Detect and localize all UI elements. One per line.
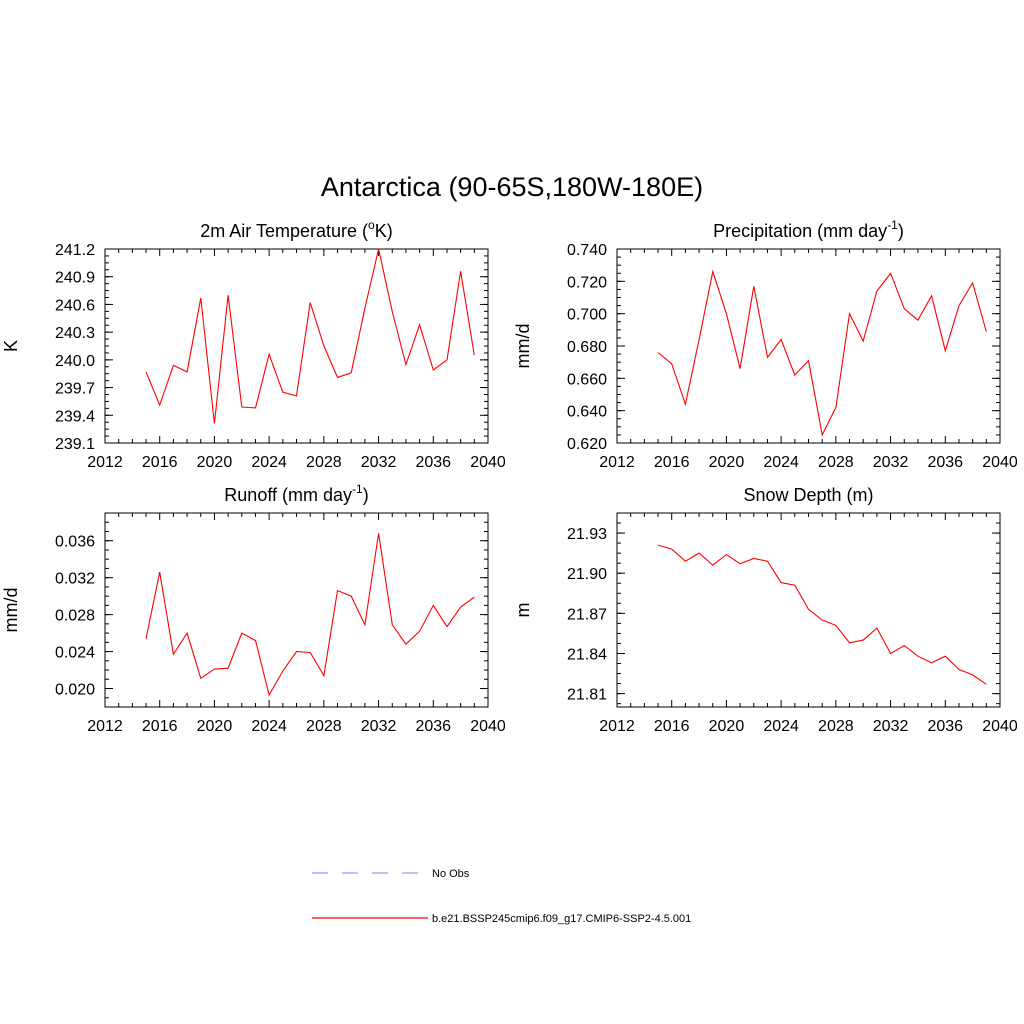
x-tick-label: 2032 <box>361 718 397 735</box>
x-tick-label: 2016 <box>654 454 690 471</box>
x-tick-label: 2036 <box>927 454 963 471</box>
legend-label-no-obs: No Obs <box>432 868 470 880</box>
y-tick-label: 21.93 <box>567 526 607 543</box>
x-tick-label: 2032 <box>361 454 397 471</box>
y-tick-label: 0.680 <box>567 339 607 356</box>
x-tick-label: 2016 <box>142 718 178 735</box>
x-tick-label: 2032 <box>873 454 909 471</box>
y-tick-label: 21.87 <box>567 606 607 623</box>
x-tick-label: 2020 <box>197 454 233 471</box>
plot-frame <box>616 512 1001 708</box>
panel-snow-depth: Snow Depth (m) m 2012 2016 2020 2024 2028 2032 2… <box>513 485 1018 735</box>
x-tick-label: 2024 <box>763 454 799 471</box>
y-tick-label: 0.028 <box>55 608 95 625</box>
y-tick-label: 21.84 <box>567 646 607 663</box>
x-tick-label: 2024 <box>763 718 799 735</box>
y-axis-label: mm/d <box>1 588 21 633</box>
panel-title: Runoff (mm day-1) <box>224 482 368 505</box>
x-tick-label: 2040 <box>982 718 1018 735</box>
x-tick-label: 2012 <box>87 454 123 471</box>
x-tick-label: 2028 <box>818 454 854 471</box>
y-tick-label: 0.720 <box>567 274 607 291</box>
y-axis-label: mm/d <box>513 324 533 369</box>
panel-air-temperature: 2m Air Temperature (oK) K 2012 2016 2020 2024… <box>1 218 506 471</box>
panel-title: Precipitation (mm day-1) <box>713 218 904 241</box>
y-tick-label: 21.81 <box>567 687 607 704</box>
legend: No Obs b.e21.BSSP245cmip6.f09_g17.CMIP6-… <box>312 868 691 925</box>
x-tick-label: 2016 <box>142 454 178 471</box>
x-tick-label: 2020 <box>197 718 233 735</box>
panel-runoff: Runoff (mm day-1) mm/d 2012 2016 2020 2024 202… <box>1 482 506 735</box>
y-tick-label: 21.90 <box>567 566 607 583</box>
panel-title: 2m Air Temperature (oK) <box>200 218 392 241</box>
y-tick-label: 0.620 <box>567 436 607 453</box>
x-tick-label: 2020 <box>709 454 745 471</box>
y-tick-label: 239.7 <box>55 381 95 398</box>
x-tick-label: 2028 <box>306 454 342 471</box>
y-tick-label: 0.024 <box>55 645 95 662</box>
plot-frame <box>616 248 1001 444</box>
y-tick-label: 241.2 <box>55 242 95 259</box>
x-tick-label: 2016 <box>654 718 690 735</box>
y-tick-label: 0.036 <box>55 534 95 551</box>
y-tick-label: 0.032 <box>55 571 95 588</box>
y-axis-label: m <box>513 603 533 618</box>
legend-label-model: b.e21.BSSP245cmip6.f09_g17.CMIP6-SSP2-4.… <box>432 913 691 925</box>
x-tick-label: 2024 <box>251 454 287 471</box>
y-tick-label: 0.740 <box>567 242 607 259</box>
y-tick-label: 239.4 <box>55 408 95 425</box>
x-tick-label: 2036 <box>415 454 451 471</box>
x-tick-label: 2032 <box>873 718 909 735</box>
y-tick-label: 240.0 <box>55 353 95 370</box>
plot-frame <box>104 248 489 444</box>
series-line-snow-depth <box>657 544 987 685</box>
y-tick-label: 240.3 <box>55 325 95 342</box>
x-tick-label: 2036 <box>927 718 963 735</box>
x-tick-label: 2012 <box>599 718 635 735</box>
series-line-air-temperature <box>145 248 475 424</box>
x-tick-label: 2012 <box>599 454 635 471</box>
y-tick-label: 239.1 <box>55 436 95 453</box>
y-axis-label: K <box>1 340 21 352</box>
x-tick-label: 2040 <box>982 454 1018 471</box>
series-line-runoff <box>145 533 475 697</box>
y-tick-label: 240.6 <box>55 297 95 314</box>
x-tick-label: 2012 <box>87 718 123 735</box>
x-tick-label: 2040 <box>470 718 506 735</box>
x-tick-label: 2020 <box>709 718 745 735</box>
panel-title: Snow Depth (m) <box>743 485 873 505</box>
panel-precipitation: Precipitation (mm day-1) mm/d 2012 2016 2020… <box>513 218 1018 471</box>
x-tick-label: 2028 <box>306 718 342 735</box>
x-tick-label: 2040 <box>470 454 506 471</box>
x-tick-label: 2036 <box>415 718 451 735</box>
y-tick-label: 0.660 <box>567 371 607 388</box>
figure-title: Antarctica (90-65S,180W-180E) <box>321 172 703 202</box>
y-tick-label: 0.020 <box>55 682 95 699</box>
y-tick-label: 0.700 <box>567 307 607 324</box>
x-tick-label: 2024 <box>251 718 287 735</box>
x-tick-label: 2028 <box>818 718 854 735</box>
series-line-precipitation <box>657 269 987 437</box>
y-tick-label: 240.9 <box>55 270 95 287</box>
y-tick-label: 0.640 <box>567 404 607 421</box>
